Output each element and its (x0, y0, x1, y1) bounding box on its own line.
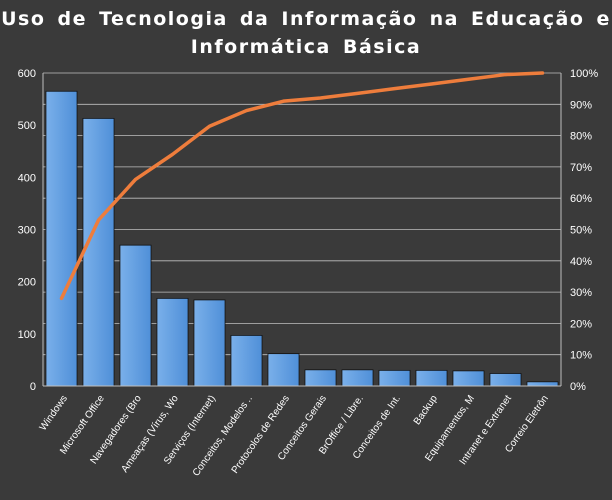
bar (267, 353, 300, 387)
bar (119, 244, 152, 387)
y-right-tick-label: 80% (570, 131, 592, 143)
y-left-tick-label: 400 (18, 172, 36, 184)
y-right-tick-label: 30% (570, 287, 592, 299)
bar (452, 370, 485, 387)
bar (230, 334, 263, 387)
y-right-tick-label: 100% (570, 68, 598, 80)
y-right-tick-label: 40% (570, 256, 592, 268)
bar (489, 373, 522, 387)
y-left-tick-label: 100 (18, 329, 36, 341)
bar (156, 297, 189, 387)
chart-title-line-2: Informática Básica (190, 36, 422, 58)
bar (341, 369, 374, 387)
bar (378, 369, 411, 387)
bar (526, 381, 559, 387)
y-right-tick-label: 60% (570, 193, 592, 205)
chart-title-line-1: Uso de Tecnologia da Informação na Educa… (1, 8, 611, 30)
bar (193, 299, 226, 387)
bar (45, 90, 78, 387)
y-left-tick-label: 300 (18, 225, 36, 237)
y-left-tick-label: 500 (18, 120, 36, 132)
y-right-tick-label: 70% (570, 162, 592, 174)
y-right-tick-label: 90% (570, 99, 592, 111)
bar (82, 117, 115, 387)
bar (304, 369, 337, 387)
cumulative-line (59, 71, 545, 301)
x-tick-label: Backup (412, 393, 440, 427)
x-tick-label: Windows (38, 393, 70, 433)
y-right-tick-label: 50% (570, 225, 592, 237)
bar (415, 369, 448, 387)
y-right-tick-label: 0% (570, 381, 586, 393)
y-left-tick-label: 600 (18, 68, 36, 80)
y-right-tick-label: 20% (570, 318, 592, 330)
y-left-tick-label: 0 (30, 381, 36, 393)
y-right-tick-label: 10% (570, 350, 592, 362)
y-left-tick-label: 200 (18, 277, 36, 289)
